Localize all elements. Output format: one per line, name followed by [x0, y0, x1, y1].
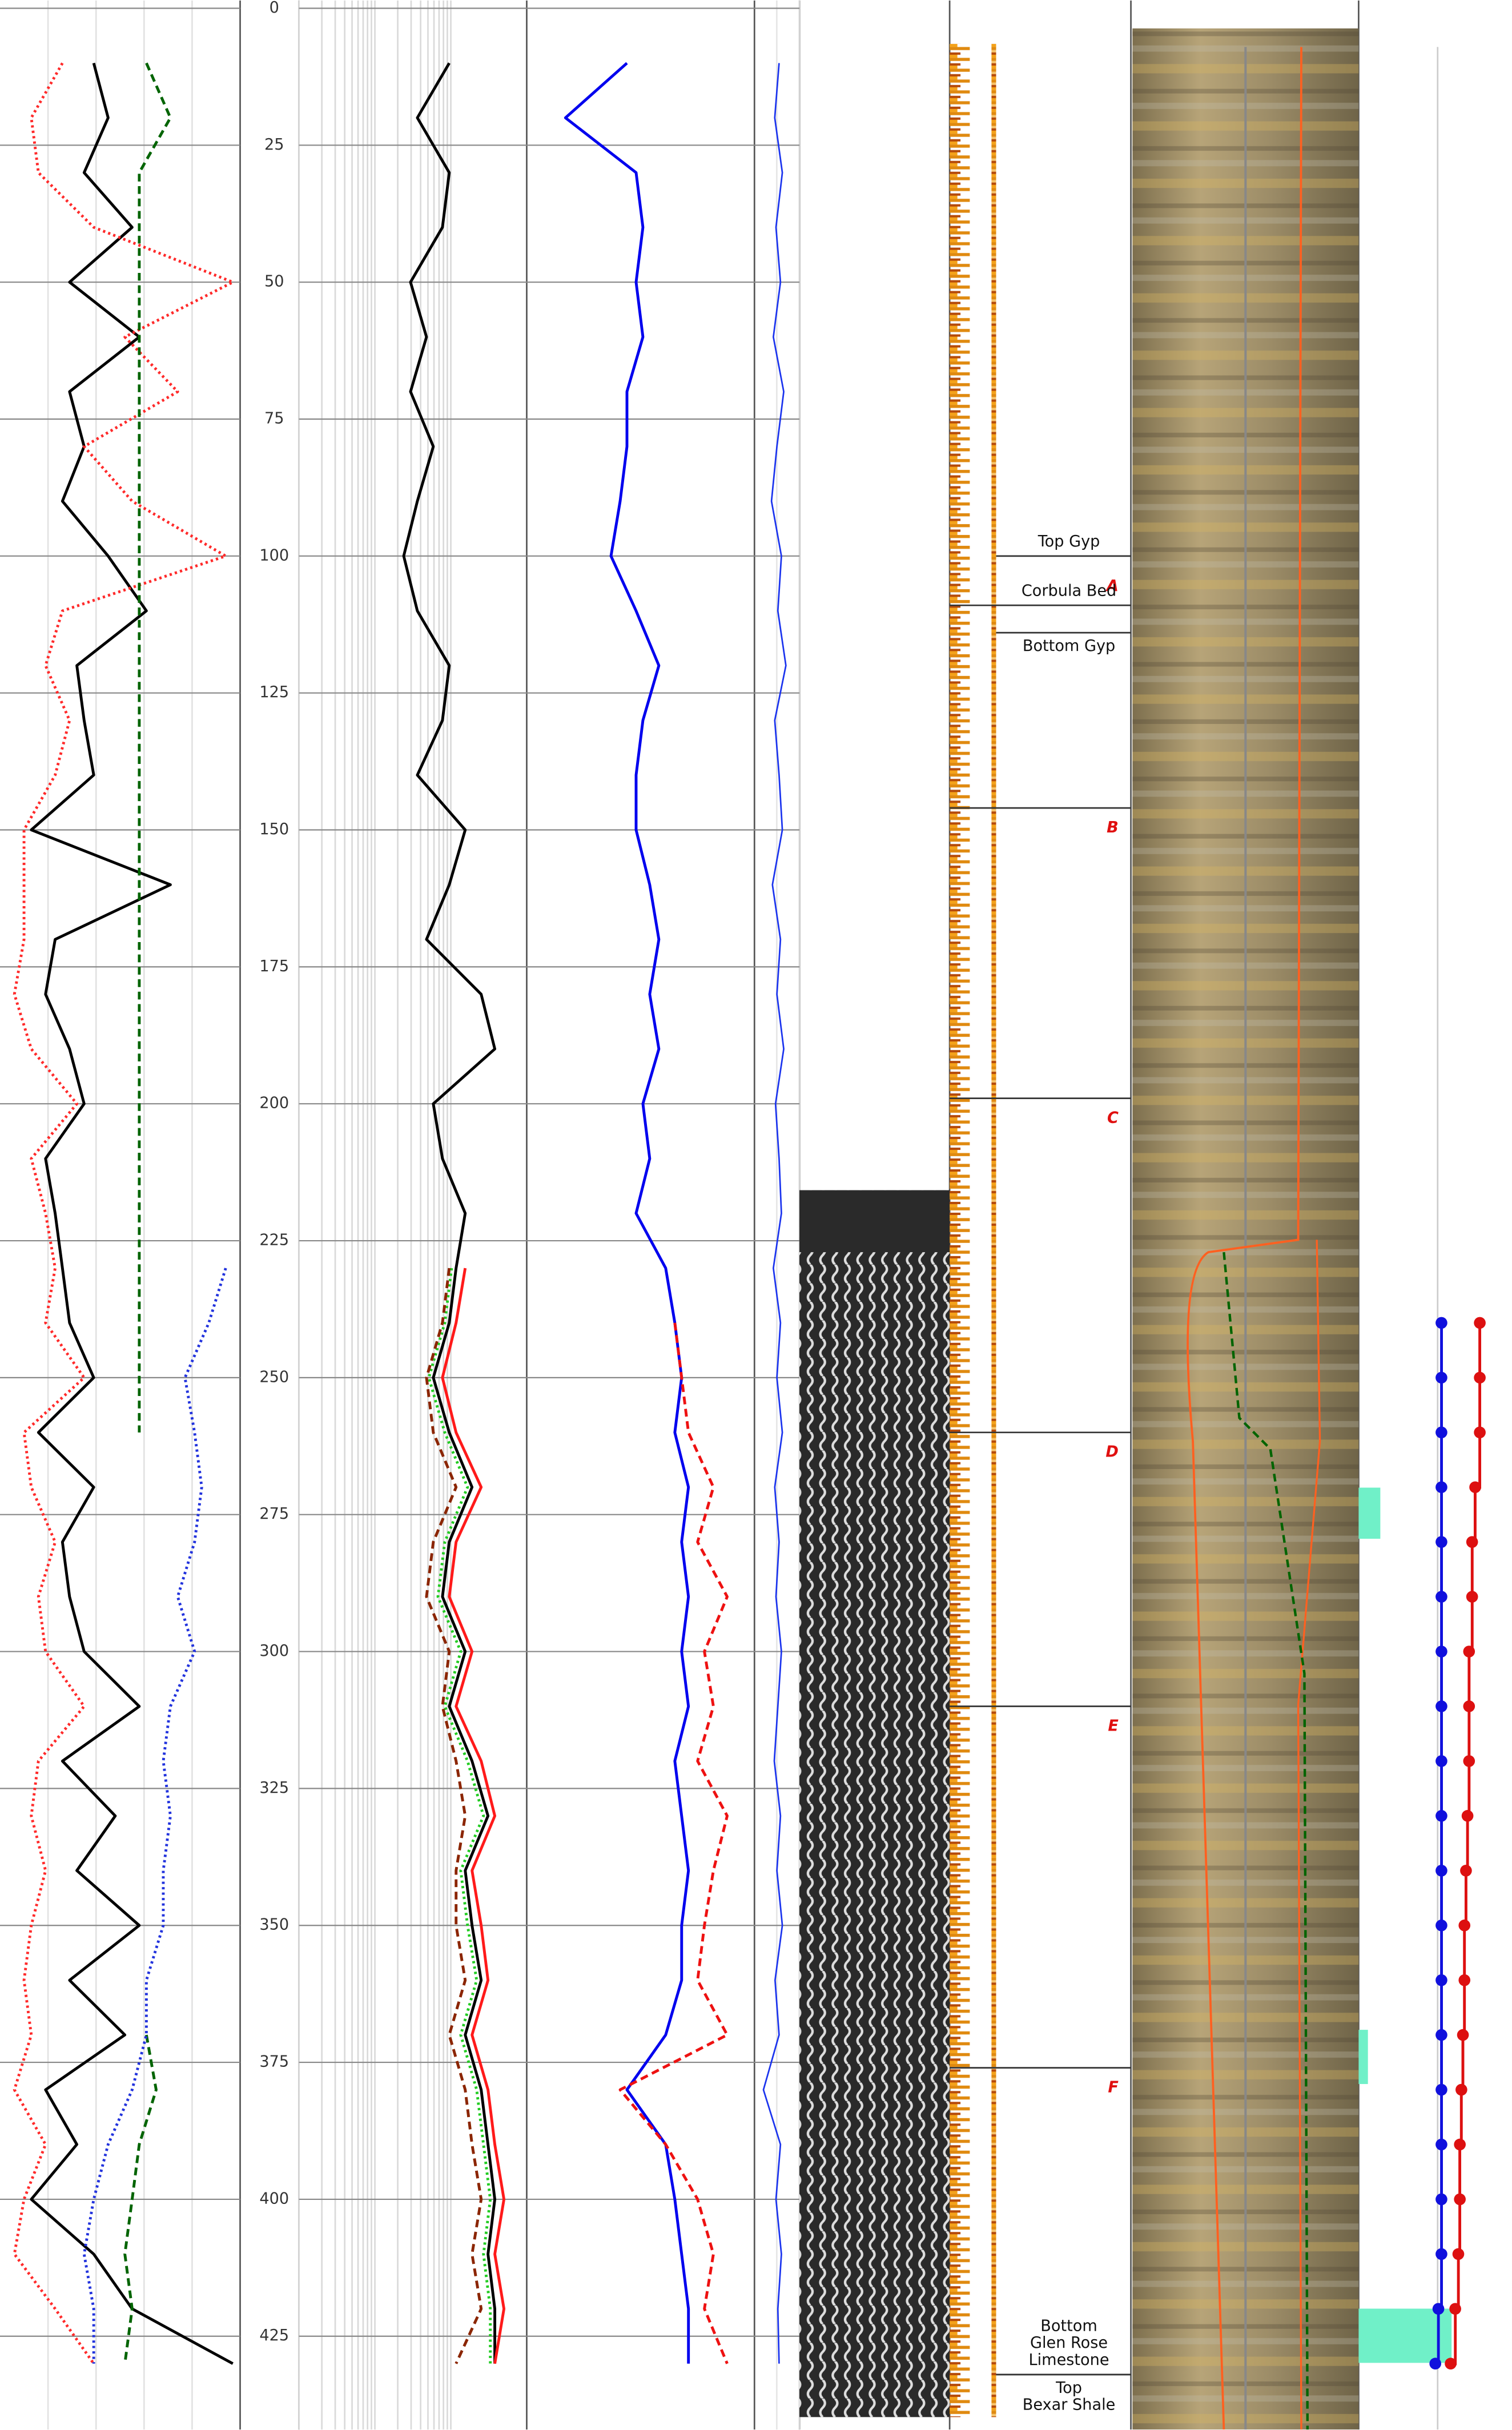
perm-point — [1463, 1755, 1475, 1767]
perm-point — [1435, 2193, 1447, 2206]
log-curve — [123, 62, 172, 2364]
y-tick-label: 375 — [259, 2053, 289, 2071]
perm-point — [1445, 2357, 1457, 2370]
perm-point — [1463, 1646, 1475, 1657]
perm-point — [1435, 1864, 1447, 1877]
formation-label: Top — [1055, 2379, 1082, 2397]
formation-label: Glen Rose — [1030, 2334, 1108, 2352]
log-curve — [30, 62, 234, 2365]
y-tick-label: 125 — [259, 683, 289, 701]
perm-point — [1435, 1426, 1447, 1439]
y-tick-label: 425 — [259, 2327, 289, 2344]
perm-point — [1455, 2083, 1467, 2096]
formation-label: Bexar Shale — [1023, 2396, 1116, 2414]
perm-point — [1435, 2248, 1447, 2260]
perm-line — [1435, 1322, 1443, 2365]
zone-label: E — [1108, 1717, 1119, 1735]
perm-point — [1457, 2029, 1469, 2041]
log-curve — [427, 1268, 492, 2364]
perm-point — [1435, 1919, 1447, 1932]
perm-point — [1435, 1646, 1447, 1657]
y-tick-label: 150 — [259, 820, 289, 838]
y-tick-label: 300 — [259, 1642, 289, 1660]
perm-point — [1435, 1810, 1447, 1822]
formation-label: Bottom — [1040, 2317, 1097, 2335]
y-tick-label: 275 — [259, 1505, 289, 1523]
perm-point — [1460, 1864, 1472, 1877]
log-curve — [762, 63, 787, 2364]
core-curve — [1297, 1240, 1321, 2430]
log-curve — [441, 1268, 506, 2364]
highlight — [1358, 1487, 1381, 1539]
perm-point — [1435, 1317, 1447, 1329]
log-curve — [402, 62, 497, 2364]
zone-label: B — [1107, 819, 1119, 836]
formation-label: Corbula Bed — [1022, 582, 1116, 600]
seismic-header — [799, 1190, 950, 1253]
highlight — [1358, 2308, 1452, 2363]
seismic-image — [799, 1190, 950, 2417]
y-tick-label: 250 — [259, 1368, 289, 1386]
formation-label: Limestone — [1029, 2351, 1109, 2369]
y-tick-label: 50 — [264, 273, 284, 291]
perm-point — [1466, 1591, 1478, 1603]
perm-point — [1435, 1591, 1447, 1603]
log-curve — [618, 1322, 729, 2364]
perm-point — [1458, 1974, 1471, 1986]
y-tick-label: 75 — [264, 410, 284, 428]
perm-point — [1454, 2138, 1466, 2151]
core-curve — [1187, 47, 1302, 2430]
log-curve — [564, 62, 690, 2364]
y-tick-label: 225 — [259, 1232, 289, 1249]
perm-point — [1429, 2357, 1442, 2370]
highlight — [1358, 2030, 1368, 2085]
log-curve — [425, 1268, 483, 2364]
perm-point — [1435, 1755, 1447, 1767]
perm-point — [1435, 1700, 1447, 1712]
zone-label: F — [1108, 2078, 1119, 2096]
perm-line — [1450, 1322, 1482, 2365]
perm-point — [1469, 1481, 1481, 1494]
y-tick-label: 350 — [259, 1916, 289, 1934]
formation-label: Top Gyp — [1038, 533, 1100, 550]
y-tick-label: 100 — [259, 546, 289, 564]
annotations: A B C D E F Top Gyp Corbula Bed Bottom Gyp Bottom… — [950, 533, 1486, 2414]
y-tick-label: 325 — [259, 1779, 289, 1797]
formation-label: Bottom Gyp — [1023, 637, 1115, 655]
y-tick-label: 175 — [259, 957, 289, 975]
perm-point — [1449, 2303, 1461, 2315]
log-curve — [13, 62, 235, 2365]
perm-point — [1474, 1371, 1486, 1384]
perm-point — [1435, 2138, 1447, 2151]
zone-label: C — [1107, 1109, 1119, 1127]
perm-point — [1463, 1700, 1475, 1712]
perm-point — [1461, 1810, 1474, 1822]
perm-point — [1454, 2193, 1466, 2206]
y-tick-label: 400 — [259, 2190, 289, 2207]
lithology-bars — [950, 43, 996, 2417]
perm-point — [1474, 1317, 1486, 1329]
perm-point — [1435, 1974, 1447, 1986]
zone-label: A — [1105, 577, 1119, 595]
zone-label: D — [1105, 1443, 1119, 1461]
log-curve — [82, 1268, 227, 2364]
perm-point — [1458, 1919, 1471, 1932]
perm-point — [1466, 1536, 1478, 1548]
perm-point — [1435, 1481, 1447, 1494]
y-tick-label: 25 — [264, 136, 284, 154]
perm-point — [1432, 2303, 1445, 2315]
perm-point — [1474, 1426, 1486, 1439]
perm-point — [1435, 1536, 1447, 1548]
perm-point — [1435, 2083, 1447, 2096]
perm-point — [1435, 1371, 1447, 1384]
y-tick-label: 0 — [270, 0, 279, 17]
perm-point — [1452, 2248, 1465, 2260]
y-tick-label: 200 — [259, 1095, 289, 1112]
perm-point — [1435, 2029, 1447, 2041]
